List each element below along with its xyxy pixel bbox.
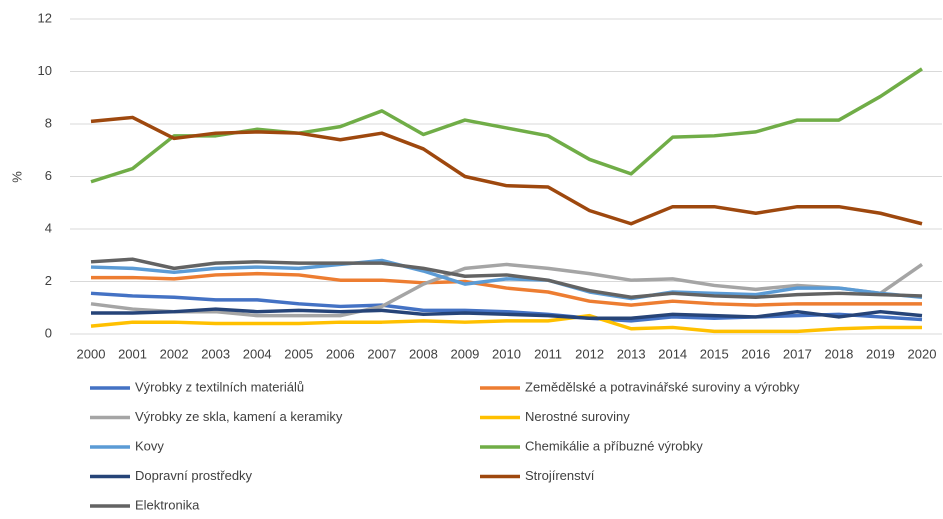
legend-label: Nerostné suroviny [525, 409, 630, 424]
legend-label: Zemědělské a potravinářské suroviny a vý… [525, 379, 800, 394]
series-line [90, 67, 923, 184]
x-tick-label: 2014 [658, 346, 687, 361]
series-line [91, 307, 923, 320]
series-line [91, 271, 922, 307]
x-tick-label: 2017 [783, 346, 812, 361]
x-tick-label: 2002 [160, 346, 189, 361]
x-tick-label: 2012 [575, 346, 604, 361]
x-tick-label: 2018 [824, 346, 853, 361]
x-tick-label: 2015 [700, 346, 729, 361]
x-tick-label: 2003 [201, 346, 230, 361]
x-tick-label: 2013 [617, 346, 646, 361]
legend-label: Chemikálie a příbuzné výrobky [525, 438, 703, 453]
series-line [90, 291, 923, 323]
x-tick-label: 2006 [326, 346, 355, 361]
legend-label: Kovy [135, 438, 164, 453]
x-tick-label: 2011 [534, 346, 562, 361]
y-tick-label: 0 [45, 325, 52, 340]
y-tick-label: 6 [45, 168, 52, 183]
y-tick-label: 2 [45, 273, 52, 288]
x-tick-label: 2019 [866, 346, 895, 361]
x-tick-label: 2020 [908, 346, 937, 361]
x-tick-label: 2008 [409, 346, 438, 361]
legend-label: Strojírenství [525, 468, 595, 483]
x-tick-label: 2004 [243, 346, 272, 361]
y-tick-label: 4 [45, 220, 52, 235]
legend-label: Elektronika [135, 497, 200, 512]
x-tick-label: 2016 [741, 346, 770, 361]
x-tick-label: 2007 [367, 346, 396, 361]
series-line [90, 257, 923, 299]
x-tick-label: 2001 [118, 346, 147, 361]
x-tick-label: 2009 [450, 346, 479, 361]
x-tick-label: 2010 [492, 346, 521, 361]
legend-label: Dopravní prostředky [135, 468, 253, 483]
x-tick-label: 2000 [77, 346, 106, 361]
y-tick-label: 12 [38, 10, 52, 25]
x-tick-label: 2005 [284, 346, 313, 361]
legend-label: Výrobky z textilních materiálů [135, 379, 304, 394]
y-tick-label: 8 [45, 115, 52, 130]
y-axis-label: % [9, 171, 24, 183]
legend-label: Výrobky ze skla, kamení a keramiky [135, 409, 343, 424]
y-tick-label: 10 [38, 63, 52, 78]
series-line [90, 115, 923, 226]
series-line [90, 262, 923, 318]
series-line [90, 313, 922, 334]
series-line [90, 258, 923, 301]
